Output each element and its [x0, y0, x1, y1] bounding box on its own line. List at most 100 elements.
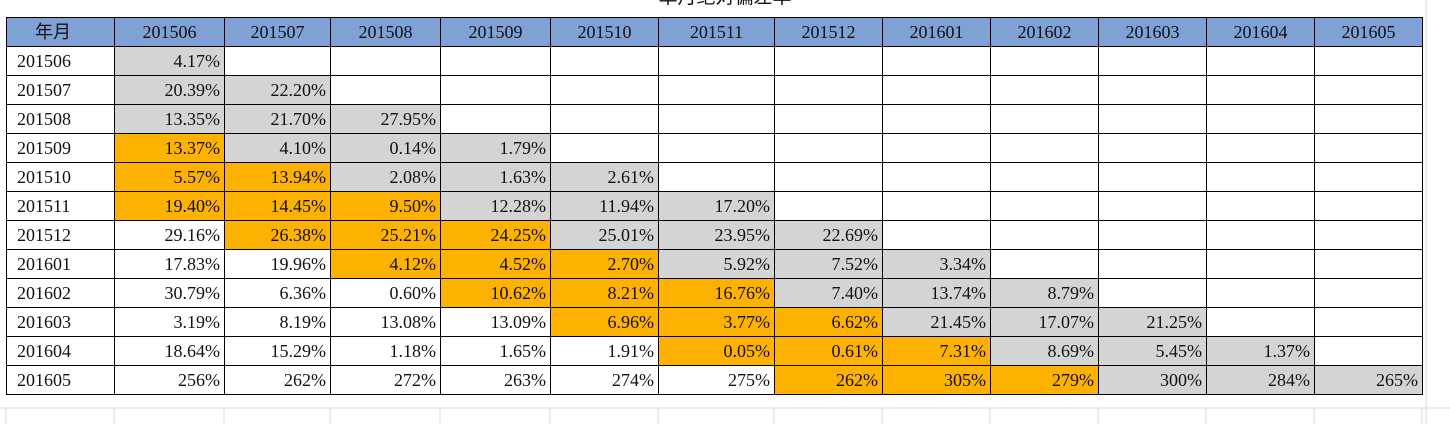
empty-cell[interactable]	[440, 75, 551, 105]
empty-cell[interactable]	[774, 191, 883, 221]
value-cell[interactable]: 262%	[224, 365, 331, 395]
value-cell[interactable]: 16.76%	[658, 278, 775, 308]
empty-cell[interactable]	[658, 46, 775, 76]
value-cell[interactable]: 8.69%	[990, 336, 1099, 366]
row-header-cell[interactable]: 201508	[6, 104, 115, 134]
value-cell[interactable]: 25.01%	[550, 220, 659, 250]
value-cell[interactable]: 13.08%	[330, 307, 441, 337]
value-cell[interactable]: 256%	[114, 365, 225, 395]
value-cell[interactable]: 11.94%	[550, 191, 659, 221]
value-cell[interactable]: 5.57%	[114, 162, 225, 192]
value-cell[interactable]: 274%	[550, 365, 659, 395]
empty-cell[interactable]	[1314, 133, 1423, 163]
empty-cell[interactable]	[658, 75, 775, 105]
value-cell[interactable]: 265%	[1314, 365, 1423, 395]
value-cell[interactable]: 6.62%	[774, 307, 883, 337]
value-cell[interactable]: 4.17%	[114, 46, 225, 76]
empty-cell[interactable]	[440, 104, 551, 134]
value-cell[interactable]: 1.65%	[440, 336, 551, 366]
value-cell[interactable]: 1.37%	[1206, 336, 1315, 366]
empty-cell[interactable]	[774, 75, 883, 105]
column-header-cell[interactable]: 201506	[114, 17, 225, 47]
value-cell[interactable]: 284%	[1206, 365, 1315, 395]
value-cell[interactable]: 21.45%	[882, 307, 991, 337]
value-cell[interactable]: 272%	[330, 365, 441, 395]
value-cell[interactable]: 27.95%	[330, 104, 441, 134]
empty-cell[interactable]	[882, 162, 991, 192]
value-cell[interactable]: 263%	[440, 365, 551, 395]
row-header-cell[interactable]: 201601	[6, 249, 115, 279]
empty-cell[interactable]	[1314, 104, 1423, 134]
value-cell[interactable]: 26.38%	[224, 220, 331, 250]
value-cell[interactable]: 13.37%	[114, 133, 225, 163]
empty-cell[interactable]	[224, 46, 331, 76]
column-header-cell[interactable]: 201604	[1206, 17, 1315, 47]
column-header-cell[interactable]: 201601	[882, 17, 991, 47]
value-cell[interactable]: 7.40%	[774, 278, 883, 308]
empty-cell[interactable]	[1098, 278, 1207, 308]
column-header-cell[interactable]: 201508	[330, 17, 441, 47]
corner-header-cell[interactable]: 年月	[6, 17, 115, 47]
value-cell[interactable]: 17.20%	[658, 191, 775, 221]
value-cell[interactable]: 10.62%	[440, 278, 551, 308]
row-header-cell[interactable]: 201507	[6, 75, 115, 105]
empty-cell[interactable]	[1098, 191, 1207, 221]
empty-cell[interactable]	[990, 249, 1099, 279]
row-header-cell[interactable]: 201604	[6, 336, 115, 366]
empty-cell[interactable]	[1206, 191, 1315, 221]
empty-cell[interactable]	[330, 46, 441, 76]
empty-cell[interactable]	[1206, 220, 1315, 250]
value-cell[interactable]: 0.61%	[774, 336, 883, 366]
value-cell[interactable]: 29.16%	[114, 220, 225, 250]
value-cell[interactable]: 5.92%	[658, 249, 775, 279]
empty-cell[interactable]	[990, 162, 1099, 192]
value-cell[interactable]: 13.74%	[882, 278, 991, 308]
empty-cell[interactable]	[1314, 75, 1423, 105]
empty-cell[interactable]	[658, 104, 775, 134]
value-cell[interactable]: 15.29%	[224, 336, 331, 366]
empty-cell[interactable]	[882, 191, 991, 221]
value-cell[interactable]: 17.07%	[990, 307, 1099, 337]
empty-cell[interactable]	[1206, 307, 1315, 337]
value-cell[interactable]: 3.19%	[114, 307, 225, 337]
empty-cell[interactable]	[990, 75, 1099, 105]
value-cell[interactable]: 7.52%	[774, 249, 883, 279]
value-cell[interactable]: 2.61%	[550, 162, 659, 192]
value-cell[interactable]: 0.60%	[330, 278, 441, 308]
empty-cell[interactable]	[1206, 278, 1315, 308]
column-header-cell[interactable]: 201602	[990, 17, 1099, 47]
column-header-cell[interactable]: 201507	[224, 17, 331, 47]
row-header-cell[interactable]: 201506	[6, 46, 115, 76]
value-cell[interactable]: 0.14%	[330, 133, 441, 163]
value-cell[interactable]: 4.10%	[224, 133, 331, 163]
value-cell[interactable]: 6.36%	[224, 278, 331, 308]
value-cell[interactable]: 2.08%	[330, 162, 441, 192]
empty-cell[interactable]	[550, 104, 659, 134]
value-cell[interactable]: 20.39%	[114, 75, 225, 105]
empty-cell[interactable]	[330, 75, 441, 105]
value-cell[interactable]: 275%	[658, 365, 775, 395]
empty-cell[interactable]	[1314, 307, 1423, 337]
empty-cell[interactable]	[658, 162, 775, 192]
value-cell[interactable]: 3.34%	[882, 249, 991, 279]
value-cell[interactable]: 23.95%	[658, 220, 775, 250]
empty-cell[interactable]	[882, 220, 991, 250]
empty-cell[interactable]	[1206, 46, 1315, 76]
empty-cell[interactable]	[1314, 191, 1423, 221]
empty-cell[interactable]	[882, 104, 991, 134]
empty-cell[interactable]	[1206, 75, 1315, 105]
empty-cell[interactable]	[440, 46, 551, 76]
column-header-cell[interactable]: 201605	[1314, 17, 1423, 47]
empty-cell[interactable]	[550, 46, 659, 76]
empty-cell[interactable]	[658, 133, 775, 163]
empty-cell[interactable]	[1314, 220, 1423, 250]
value-cell[interactable]: 21.70%	[224, 104, 331, 134]
empty-cell[interactable]	[1206, 104, 1315, 134]
empty-cell[interactable]	[1314, 278, 1423, 308]
value-cell[interactable]: 4.52%	[440, 249, 551, 279]
value-cell[interactable]: 8.21%	[550, 278, 659, 308]
value-cell[interactable]: 13.35%	[114, 104, 225, 134]
value-cell[interactable]: 24.25%	[440, 220, 551, 250]
empty-cell[interactable]	[774, 162, 883, 192]
value-cell[interactable]: 305%	[882, 365, 991, 395]
